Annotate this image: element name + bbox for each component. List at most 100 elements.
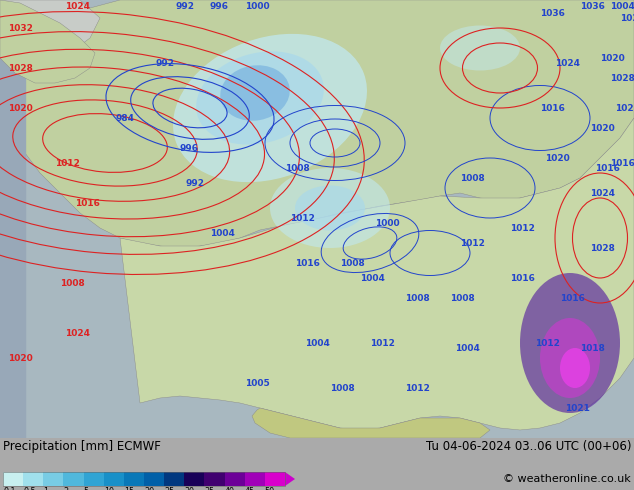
Text: 1008: 1008 bbox=[450, 294, 475, 302]
Text: 35: 35 bbox=[204, 487, 214, 490]
Polygon shape bbox=[285, 472, 295, 486]
Text: 1020: 1020 bbox=[600, 53, 624, 63]
Ellipse shape bbox=[220, 65, 290, 121]
Text: 50: 50 bbox=[265, 487, 275, 490]
Text: 1008: 1008 bbox=[405, 294, 430, 302]
Text: 1: 1 bbox=[43, 487, 48, 490]
Text: 1032: 1032 bbox=[8, 24, 33, 32]
Text: 1012: 1012 bbox=[290, 214, 315, 222]
Text: 10: 10 bbox=[104, 487, 113, 490]
Bar bbox=[265, 472, 285, 486]
Text: 40: 40 bbox=[224, 487, 235, 490]
Text: 0.1: 0.1 bbox=[3, 487, 15, 490]
Text: 45: 45 bbox=[245, 487, 255, 490]
Bar bbox=[84, 472, 104, 486]
Polygon shape bbox=[0, 0, 95, 83]
Text: 1012: 1012 bbox=[510, 223, 535, 232]
Text: 1021: 1021 bbox=[565, 403, 590, 413]
Text: 1012: 1012 bbox=[405, 384, 430, 392]
Text: 1020: 1020 bbox=[8, 103, 33, 113]
Text: 996: 996 bbox=[180, 144, 199, 152]
Text: 1020: 1020 bbox=[590, 123, 615, 132]
Text: 992: 992 bbox=[185, 178, 204, 188]
Text: 984: 984 bbox=[115, 114, 134, 122]
Bar bbox=[124, 472, 144, 486]
Bar bbox=[23, 472, 43, 486]
Bar bbox=[43, 472, 63, 486]
Polygon shape bbox=[252, 408, 490, 438]
Text: Tu 04-06-2024 03..06 UTC (00+06): Tu 04-06-2024 03..06 UTC (00+06) bbox=[425, 440, 631, 453]
Text: 1008: 1008 bbox=[340, 259, 365, 268]
Text: 1008: 1008 bbox=[285, 164, 310, 172]
Ellipse shape bbox=[196, 51, 324, 145]
Text: 1005: 1005 bbox=[245, 378, 269, 388]
Text: 2: 2 bbox=[63, 487, 68, 490]
Text: 1016: 1016 bbox=[595, 164, 620, 172]
Bar bbox=[3, 472, 23, 486]
Text: 1018: 1018 bbox=[580, 343, 605, 352]
Text: 1020: 1020 bbox=[8, 353, 33, 363]
Bar bbox=[104, 472, 124, 486]
Bar bbox=[184, 472, 204, 486]
Text: 1024: 1024 bbox=[555, 58, 580, 68]
Text: 1004: 1004 bbox=[455, 343, 480, 352]
Bar bbox=[144, 472, 164, 486]
Text: 30: 30 bbox=[184, 487, 194, 490]
Text: 1028: 1028 bbox=[610, 74, 634, 82]
Text: 1004: 1004 bbox=[210, 228, 235, 238]
Text: 1000: 1000 bbox=[245, 1, 269, 10]
Polygon shape bbox=[10, 0, 634, 248]
Polygon shape bbox=[120, 118, 634, 430]
Text: 1028: 1028 bbox=[620, 14, 634, 23]
Ellipse shape bbox=[560, 348, 590, 388]
Text: 1036: 1036 bbox=[580, 1, 605, 10]
Text: 1016: 1016 bbox=[540, 103, 565, 113]
Text: 1004: 1004 bbox=[360, 273, 385, 283]
Bar bbox=[3, 472, 285, 486]
Text: 25: 25 bbox=[164, 487, 174, 490]
Text: 5: 5 bbox=[84, 487, 89, 490]
Text: 1012: 1012 bbox=[55, 158, 80, 168]
Text: 992: 992 bbox=[155, 58, 174, 68]
Text: 1024: 1024 bbox=[65, 1, 90, 10]
Text: 1008: 1008 bbox=[330, 384, 355, 392]
Ellipse shape bbox=[540, 318, 600, 398]
Text: 1000: 1000 bbox=[375, 219, 399, 227]
Ellipse shape bbox=[270, 168, 390, 248]
Text: 1016: 1016 bbox=[75, 198, 100, 207]
Text: 1020: 1020 bbox=[545, 153, 570, 163]
Bar bbox=[0, 0, 25, 438]
Text: 1012: 1012 bbox=[535, 339, 560, 347]
Text: 1024: 1024 bbox=[590, 189, 615, 197]
Text: 0.5: 0.5 bbox=[23, 487, 36, 490]
Text: 1008: 1008 bbox=[60, 278, 85, 288]
Text: 1024: 1024 bbox=[65, 328, 90, 338]
Text: 1004: 1004 bbox=[305, 339, 330, 347]
Text: 1016: 1016 bbox=[610, 158, 634, 168]
Text: 1028: 1028 bbox=[8, 64, 33, 73]
Text: Precipitation [mm] ECMWF: Precipitation [mm] ECMWF bbox=[3, 440, 161, 453]
Bar bbox=[63, 472, 84, 486]
Polygon shape bbox=[0, 0, 100, 58]
Bar bbox=[224, 472, 245, 486]
Text: 1008: 1008 bbox=[460, 173, 485, 182]
Bar bbox=[164, 472, 184, 486]
Text: 992: 992 bbox=[175, 1, 194, 10]
Text: 1016: 1016 bbox=[560, 294, 585, 302]
Text: 1036: 1036 bbox=[540, 8, 565, 18]
Ellipse shape bbox=[295, 186, 365, 230]
Text: 1012: 1012 bbox=[370, 339, 395, 347]
Text: 1024: 1024 bbox=[615, 103, 634, 113]
Text: 1016: 1016 bbox=[295, 259, 320, 268]
Text: 1004: 1004 bbox=[610, 1, 634, 10]
Ellipse shape bbox=[173, 34, 367, 182]
Text: 20: 20 bbox=[144, 487, 154, 490]
Text: 1012: 1012 bbox=[460, 239, 485, 247]
Text: 1028: 1028 bbox=[590, 244, 615, 252]
Text: 1016: 1016 bbox=[510, 273, 535, 283]
Bar bbox=[245, 472, 265, 486]
Bar bbox=[204, 472, 224, 486]
Text: 15: 15 bbox=[124, 487, 134, 490]
Ellipse shape bbox=[520, 273, 620, 413]
Text: 996: 996 bbox=[210, 1, 229, 10]
